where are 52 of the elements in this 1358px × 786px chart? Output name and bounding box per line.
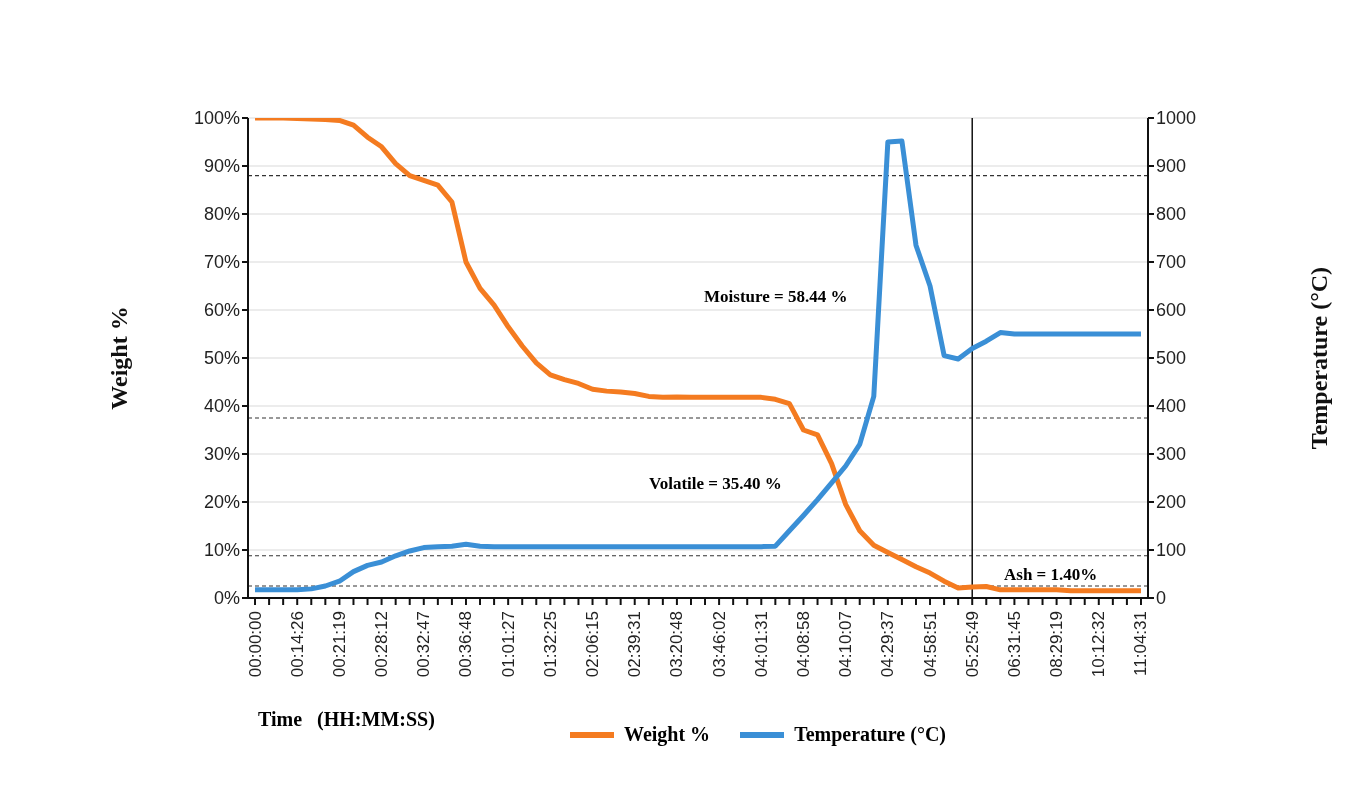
x-tick-label: 02:39:31: [625, 611, 645, 678]
x-tick-label: 04:58:51: [920, 611, 940, 678]
x-tick-label: 00:21:19: [329, 611, 349, 678]
y2-tick-label: 500: [1156, 348, 1187, 369]
x-tick-label: 00:36:48: [456, 611, 476, 678]
y2-tick-label: 1000: [1156, 108, 1197, 129]
x-tick-label: 10:12:32: [1089, 611, 1109, 678]
y-tick-label: 30%: [203, 444, 240, 465]
y-axis-title: Weight %: [105, 306, 132, 410]
x-tick-label: 03:20:48: [667, 611, 687, 678]
x-tick-label: 02:06:15: [583, 611, 603, 678]
y2-tick-label: 700: [1156, 252, 1187, 273]
x-tick-label: 08:29:19: [1047, 611, 1067, 678]
y-tick-label: 80%: [203, 204, 240, 225]
x-tick-label: 04:08:58: [793, 611, 813, 678]
y2-tick-label: 600: [1156, 300, 1187, 321]
y2-tick-label: 300: [1156, 444, 1187, 465]
y-tick-label: 60%: [203, 300, 240, 321]
x-tick-label: 00:32:47: [414, 611, 434, 678]
y-tick-label: 90%: [203, 156, 240, 177]
legend-label: Weight %: [624, 723, 711, 746]
y2-tick-label: 400: [1156, 396, 1187, 417]
annotation: Volatile = 35.40 %: [648, 473, 783, 495]
y-tick-label: 50%: [203, 348, 240, 369]
y-tick-label: 100%: [193, 108, 240, 129]
x-tick-label: 00:00:00: [245, 611, 265, 678]
x-tick-label: 00:28:12: [372, 611, 392, 678]
x-tick-label: 04:01:31: [751, 611, 771, 678]
y-tick-label: 40%: [203, 396, 240, 417]
annotation: Ash = 1.40%: [1003, 564, 1099, 586]
x-axis-title: Time (HH:MM:SS): [258, 708, 435, 731]
x-tick-label: 01:01:27: [498, 611, 518, 678]
x-tick-label: 06:31:45: [1004, 611, 1024, 678]
y2-tick-label: 0: [1156, 588, 1167, 609]
y-tick-label: 70%: [203, 252, 240, 273]
x-tick-label: 04:10:07: [836, 611, 856, 678]
y-tick-label: 20%: [203, 492, 240, 513]
y-tick-label: 0%: [213, 588, 240, 609]
x-tick-label: 01:32:25: [540, 611, 560, 678]
y2-tick-label: 800: [1156, 204, 1187, 225]
y2-tick-label: 200: [1156, 492, 1187, 513]
x-tick-label: 00:14:26: [287, 611, 307, 678]
x-tick-label: 11:04:31: [1131, 611, 1151, 676]
annotation: Moisture = 58.44 %: [703, 286, 849, 308]
x-tick-label: 03:46:02: [709, 611, 729, 678]
x-tick-label: 05:25:49: [962, 611, 982, 678]
y-tick-label: 10%: [203, 540, 240, 561]
x-tick-label: 04:29:37: [878, 611, 898, 678]
y2-tick-label: 900: [1156, 156, 1187, 177]
legend-label: Temperature (°C): [794, 723, 946, 746]
y2-tick-label: 100: [1156, 540, 1187, 561]
y2-axis-title: Temperature (°C): [1305, 266, 1332, 450]
